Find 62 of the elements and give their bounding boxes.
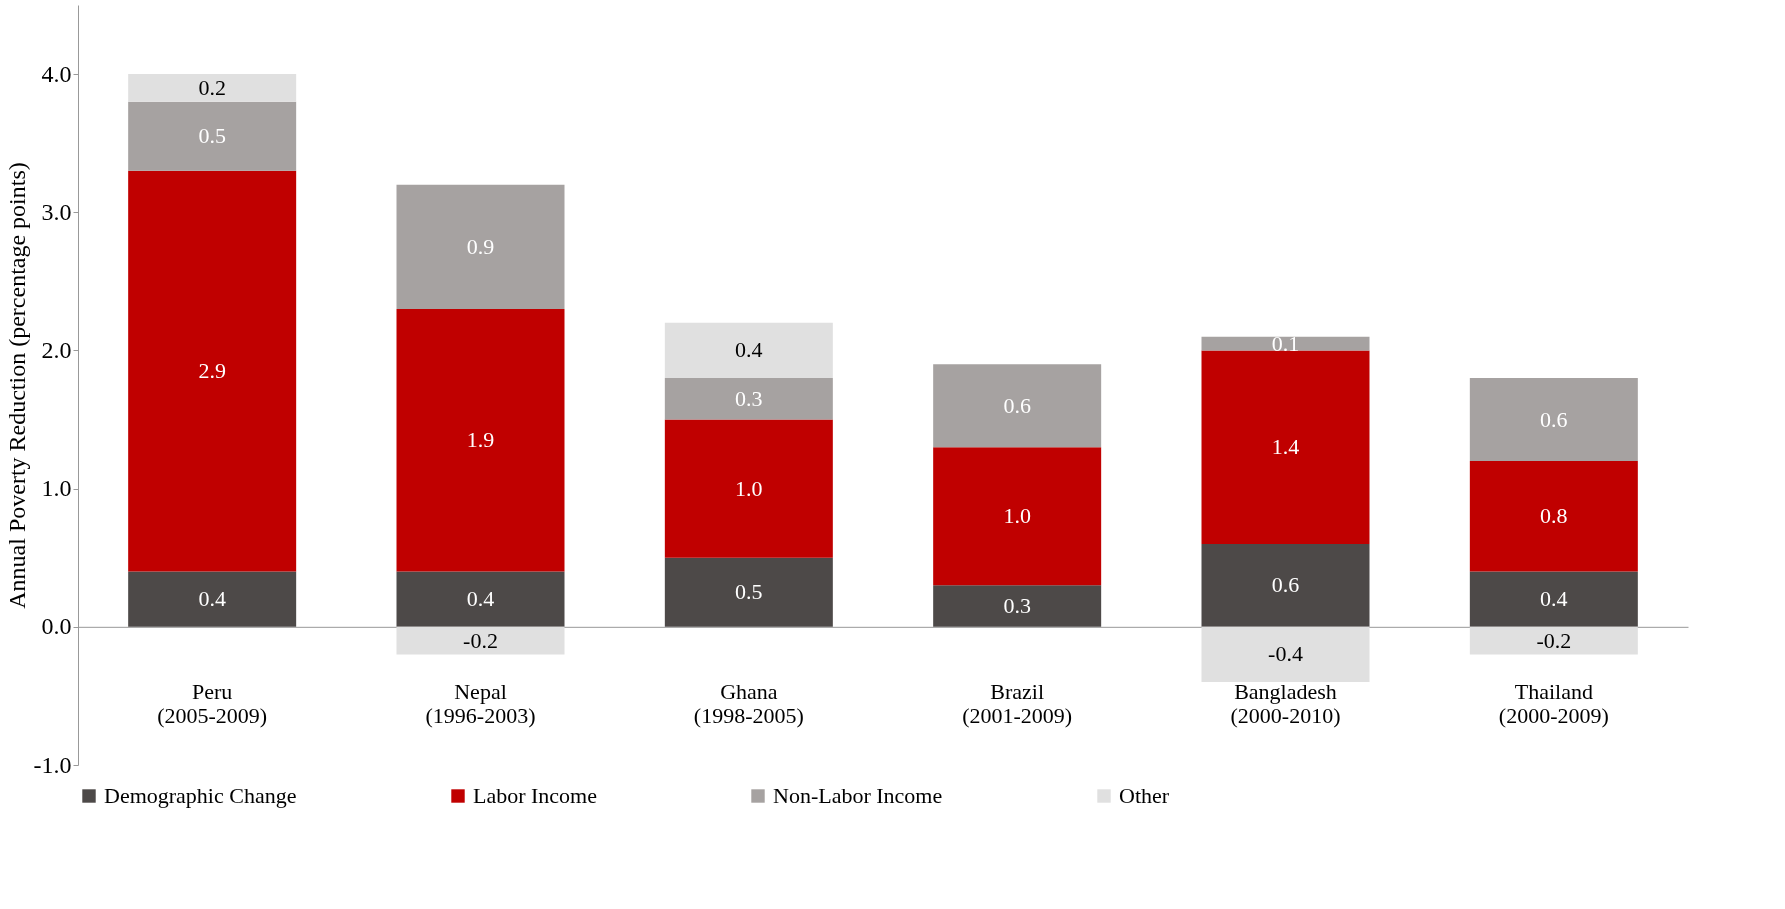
data-label: 0.4: [735, 337, 763, 363]
bar: [1469, 378, 1638, 461]
data-label: 0.4: [198, 586, 226, 612]
data-label: 0.6: [1003, 392, 1031, 418]
bar: [1469, 461, 1638, 572]
bar: [396, 309, 565, 572]
data-label: 0.4: [466, 586, 495, 612]
data-label: 1.9: [466, 427, 495, 453]
legend-label: Other: [1119, 783, 1170, 808]
data-label: 1.0: [735, 475, 763, 501]
data-label: 0.5: [735, 579, 763, 605]
y-tick-label: 2.0: [41, 336, 72, 363]
bar: [664, 322, 833, 379]
bar: [1201, 626, 1370, 683]
bar: [128, 170, 297, 572]
data-label: 0.2: [198, 74, 226, 100]
y-tick-label: 4.0: [41, 60, 72, 87]
bar: [128, 101, 297, 171]
bar: [1201, 350, 1370, 544]
legend-label: Demographic Change: [104, 783, 297, 808]
y-tick-label: 0.0: [41, 613, 72, 640]
x-tick-label: Peru (2005-2009): [157, 679, 268, 729]
bar: [1469, 626, 1638, 655]
legend-label: Non-Labor Income: [773, 783, 943, 808]
bar: [396, 571, 565, 627]
data-label: 1.0: [1003, 503, 1031, 529]
y-tick-label: -1.0: [33, 751, 72, 778]
data-label: 1.4: [1271, 434, 1300, 460]
y-axis-title: Annual Poverty Reduction (percentage points): [3, 162, 30, 609]
data-label: 0.4: [1540, 586, 1568, 612]
bar: [933, 585, 1102, 627]
data-label: -0.2: [1536, 627, 1572, 653]
data-label: 0.6: [1540, 406, 1568, 432]
data-label: 0.5: [198, 123, 226, 149]
x-tick-label: Ghana (1998-2005): [693, 679, 804, 729]
data-label: 0.3: [735, 385, 763, 411]
data-label: -0.4: [1268, 641, 1303, 667]
data-label: 2.9: [198, 358, 226, 384]
y-tick-label: 1.0: [41, 475, 72, 502]
data-label: 0.9: [466, 233, 495, 259]
bar: [664, 419, 833, 558]
data-label: -0.2: [463, 627, 498, 653]
bar: [933, 364, 1102, 448]
data-label: 0.8: [1540, 503, 1568, 529]
x-tick-label: Brazil (2001-2009): [962, 679, 1073, 729]
legend-label: Labor Income: [473, 783, 597, 808]
bar: [664, 557, 833, 627]
data-label: 0.3: [1003, 593, 1031, 619]
data-label: 0.6: [1271, 572, 1300, 598]
bar: [396, 184, 565, 309]
bar: [1469, 571, 1638, 627]
x-tick-label: Bangladesh (2000-2010): [1230, 679, 1341, 729]
bar: [396, 626, 565, 655]
bar: [128, 74, 297, 102]
data-label: 0.1: [1271, 330, 1300, 356]
bar: [664, 378, 833, 420]
y-tick-label: 3.0: [41, 198, 72, 225]
x-tick-label: Thailand (2000-2009): [1498, 679, 1609, 729]
bar: [1201, 543, 1370, 627]
bar: [933, 447, 1102, 586]
x-tick-label: Nepal (1996-2003): [425, 679, 536, 729]
bar: [128, 571, 297, 627]
